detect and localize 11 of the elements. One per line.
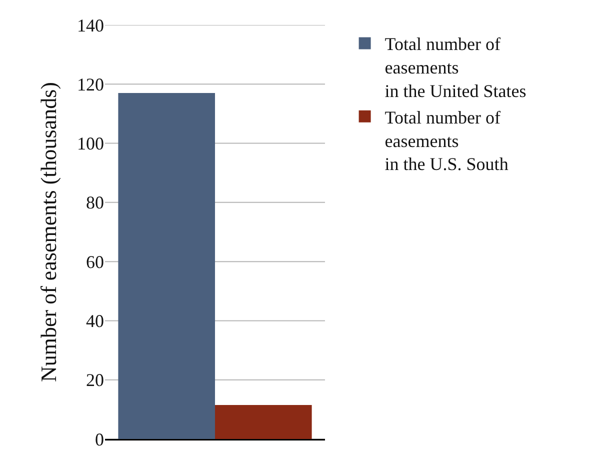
y-tick-label: 60 — [86, 252, 104, 272]
legend-label: Total number of easements in the U.S. South — [384, 107, 508, 174]
y-tick-label: 80 — [86, 192, 104, 213]
y-tick-label: 100 — [77, 134, 104, 154]
y-tick-label: 20 — [86, 370, 104, 390]
y-tick-label: 40 — [86, 311, 104, 332]
y-tick-label: 0 — [95, 429, 104, 450]
legend-label: Total number of easements in the United States — [384, 34, 526, 102]
y-tick-label: 140 — [77, 15, 104, 36]
y-axis-title: Number of easements (thousands) — [36, 82, 61, 382]
y-tick-label: 120 — [77, 74, 104, 94]
